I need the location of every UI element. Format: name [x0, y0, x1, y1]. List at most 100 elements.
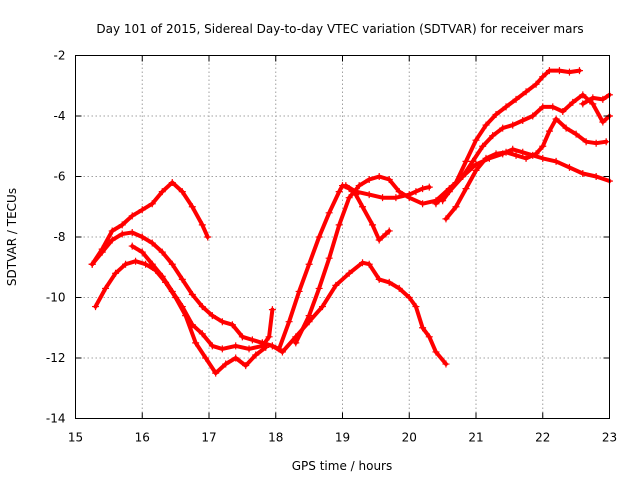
data-point [442, 360, 450, 368]
data-point [355, 182, 363, 190]
data-point [335, 188, 343, 196]
data-point [552, 115, 560, 123]
data-point [545, 67, 553, 75]
data-point [592, 139, 600, 147]
data-point [292, 339, 300, 347]
data-point [102, 284, 110, 292]
data-point [212, 369, 220, 377]
data-point [168, 287, 176, 295]
data-point [198, 221, 206, 229]
series-track-h [442, 115, 610, 223]
data-point [192, 339, 200, 347]
data-point [178, 303, 186, 311]
data-point [492, 150, 500, 158]
data-point [108, 236, 116, 244]
data-point [245, 345, 253, 353]
data-point [218, 345, 226, 353]
data-point [562, 124, 570, 132]
data-point [452, 179, 460, 187]
series-line [90, 180, 210, 267]
axis-layer: 15 16 17 18 19 20 21 22 23 -2 -4 -6 -8 -10 -12 -14 [46, 49, 617, 445]
series-line [293, 147, 612, 345]
data-point [522, 88, 530, 96]
data-point [582, 138, 590, 146]
data-point [472, 166, 480, 174]
data-point [522, 154, 530, 162]
data-point [232, 354, 240, 362]
data-point [268, 342, 276, 350]
data-point [188, 321, 196, 329]
data-point [345, 269, 353, 277]
data-point [452, 203, 460, 211]
data-point [509, 121, 517, 129]
data-point [502, 148, 510, 156]
data-point [545, 127, 553, 135]
data-point [345, 194, 353, 202]
data-point [188, 203, 196, 211]
x-axis-label: GPS time / hours [292, 459, 393, 473]
data-point [242, 362, 250, 370]
data-point [138, 248, 146, 256]
y-tick-label: -8 [54, 230, 66, 244]
data-point [365, 260, 373, 268]
data-point [395, 284, 403, 292]
data-point [285, 318, 293, 326]
data-point [315, 233, 323, 241]
data-point [425, 183, 433, 191]
data-point [128, 228, 136, 236]
data-point [379, 194, 387, 202]
data-point [278, 348, 286, 356]
data-point [519, 117, 527, 125]
data-point [118, 221, 126, 229]
data-point [148, 239, 156, 247]
data-point [112, 269, 120, 277]
y-tick-label: -4 [54, 109, 66, 123]
x-tick-label: 21 [468, 431, 483, 445]
data-point [168, 179, 176, 187]
data-point [352, 188, 360, 196]
data-point [412, 188, 420, 196]
data-point [359, 259, 367, 267]
data-point [248, 336, 256, 344]
data-point [565, 163, 573, 171]
data-point [295, 287, 303, 295]
data-point [275, 345, 283, 353]
data-point [332, 281, 340, 289]
data-point [178, 188, 186, 196]
x-tick-label: 19 [335, 431, 350, 445]
data-point [559, 107, 567, 115]
data-point [128, 242, 136, 250]
data-point [365, 176, 373, 184]
y-tick-label: -2 [54, 49, 66, 63]
data-point [442, 215, 450, 223]
data-point [425, 333, 433, 341]
series-track-j [439, 67, 583, 205]
data-point [499, 124, 507, 132]
data-point [539, 73, 547, 81]
data-point [432, 348, 440, 356]
data-point [198, 303, 206, 311]
y-tick-label: -10 [46, 291, 66, 305]
data-point [305, 260, 313, 268]
data-point [405, 191, 413, 199]
data-point [138, 233, 146, 241]
y-tick-label: -14 [46, 412, 66, 426]
data-point [375, 173, 383, 180]
data-point [238, 333, 246, 341]
data-point [188, 290, 196, 298]
data-point [579, 91, 587, 99]
data-point [589, 94, 597, 102]
data-point [305, 312, 313, 320]
data-point [222, 360, 230, 368]
data-point [365, 191, 373, 199]
data-point [88, 260, 96, 268]
x-tick-label: 15 [68, 431, 83, 445]
data-point [208, 312, 216, 320]
data-point [198, 330, 206, 338]
data-point [462, 185, 470, 193]
data-point [375, 236, 383, 244]
x-tick-label: 16 [135, 431, 150, 445]
data-point [472, 136, 480, 144]
data-point [158, 188, 166, 196]
data-point [532, 150, 540, 158]
